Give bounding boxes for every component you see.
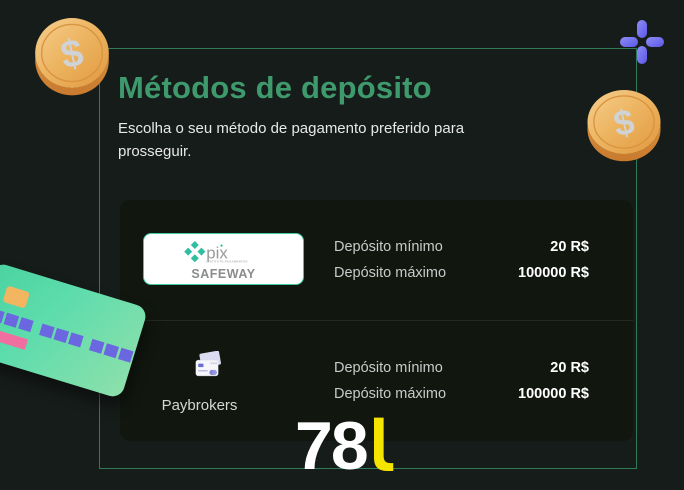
svg-text:INSTITUTO PAGAMENTOS: INSTITUTO PAGAMENTOS: [206, 259, 247, 263]
